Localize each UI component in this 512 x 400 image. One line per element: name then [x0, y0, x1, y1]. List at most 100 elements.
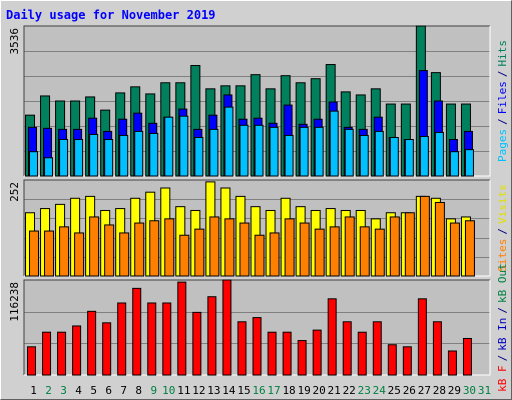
x-tick-label: 16 [252, 384, 265, 397]
x-tick-label: 21 [328, 384, 341, 397]
x-tick-label: 25 [388, 384, 401, 397]
bar [464, 220, 475, 277]
panel-border [23, 179, 490, 276]
bar [89, 216, 100, 277]
x-tick-label: 12 [192, 384, 205, 397]
legend-entry: Pages [496, 129, 509, 162]
x-tick-label: 27 [418, 384, 431, 397]
bar [462, 337, 472, 376]
bar [434, 201, 445, 277]
bar [374, 130, 384, 177]
chart-title: Daily usage for November 2019 [6, 8, 216, 22]
bar [267, 331, 277, 376]
bar [344, 128, 354, 177]
bar [119, 134, 129, 177]
bar [449, 151, 459, 177]
bar [74, 232, 85, 277]
legend-separator: / [496, 118, 509, 125]
x-tick-label: 24 [373, 384, 387, 397]
bar [89, 133, 99, 177]
bar [404, 139, 414, 177]
bar [344, 216, 355, 277]
x-tick-label: 2 [45, 384, 52, 397]
bar [177, 281, 187, 376]
bar [192, 311, 202, 376]
bar [104, 224, 115, 277]
x-tick-label: 6 [105, 384, 112, 397]
x-tick-label: 22 [343, 384, 356, 397]
x-tick-label: 1 [30, 384, 37, 397]
bar [239, 222, 250, 277]
bar [132, 287, 142, 376]
bar [359, 226, 370, 277]
bar [44, 230, 55, 277]
bar [312, 329, 322, 376]
bar [194, 228, 205, 277]
bar [164, 218, 175, 277]
bar [299, 222, 310, 277]
bar [207, 296, 217, 376]
bar [254, 124, 264, 177]
bar [434, 131, 444, 177]
bar [147, 302, 157, 376]
bar [282, 331, 292, 376]
bar [134, 130, 144, 177]
bar [27, 346, 37, 376]
x-tick-label: 7 [120, 384, 127, 397]
bar [102, 322, 112, 376]
x-tick-label: 9 [150, 384, 157, 397]
y-tick-label: 3536 [8, 28, 21, 55]
x-tick-label: 11 [177, 384, 190, 397]
bar [162, 302, 172, 376]
bar [402, 346, 412, 376]
x-tick-label: 18 [282, 384, 295, 397]
bar [119, 232, 130, 277]
x-tick-label: 17 [267, 384, 280, 397]
legend: Pages / Files / Hits [496, 40, 509, 162]
legend-entry: kB Out [496, 263, 509, 303]
bar [447, 350, 457, 376]
bar [329, 226, 340, 277]
bar [59, 139, 69, 177]
legend-entry: kB In [496, 318, 509, 351]
bar [117, 302, 127, 376]
bar [449, 222, 460, 277]
bar [57, 331, 67, 376]
bar [164, 116, 174, 177]
bar [254, 234, 265, 277]
bar [269, 232, 280, 277]
bar [327, 298, 337, 376]
x-tick-label: 29 [448, 384, 461, 397]
y-tick-label: 252 [8, 182, 21, 202]
bar [87, 310, 97, 376]
bar [222, 279, 232, 376]
bar [464, 149, 474, 177]
bar [314, 228, 325, 277]
bar [252, 317, 262, 376]
x-tick-label: 31 [478, 384, 491, 397]
legend-separator: / [496, 71, 509, 78]
x-tick-label: 4 [75, 384, 82, 397]
x-tick-label: 13 [207, 384, 220, 397]
bar [419, 195, 430, 277]
bar [404, 212, 415, 277]
bar [134, 222, 145, 277]
bar [104, 139, 114, 177]
x-tick-label: 28 [433, 384, 446, 397]
x-tick-label: 23 [358, 384, 371, 397]
bar [314, 126, 324, 177]
bar [29, 151, 39, 177]
x-tick-label: 8 [135, 384, 142, 397]
bar [237, 321, 247, 376]
bar [179, 234, 190, 277]
legend-entry: Hits [496, 40, 509, 67]
bar [284, 218, 295, 277]
legend-entry: Visits [496, 184, 509, 224]
bar [149, 132, 159, 177]
bar [329, 110, 339, 177]
bar [239, 124, 249, 177]
x-tick-label: 26 [403, 384, 416, 397]
bar [359, 134, 369, 177]
bar [209, 216, 220, 277]
